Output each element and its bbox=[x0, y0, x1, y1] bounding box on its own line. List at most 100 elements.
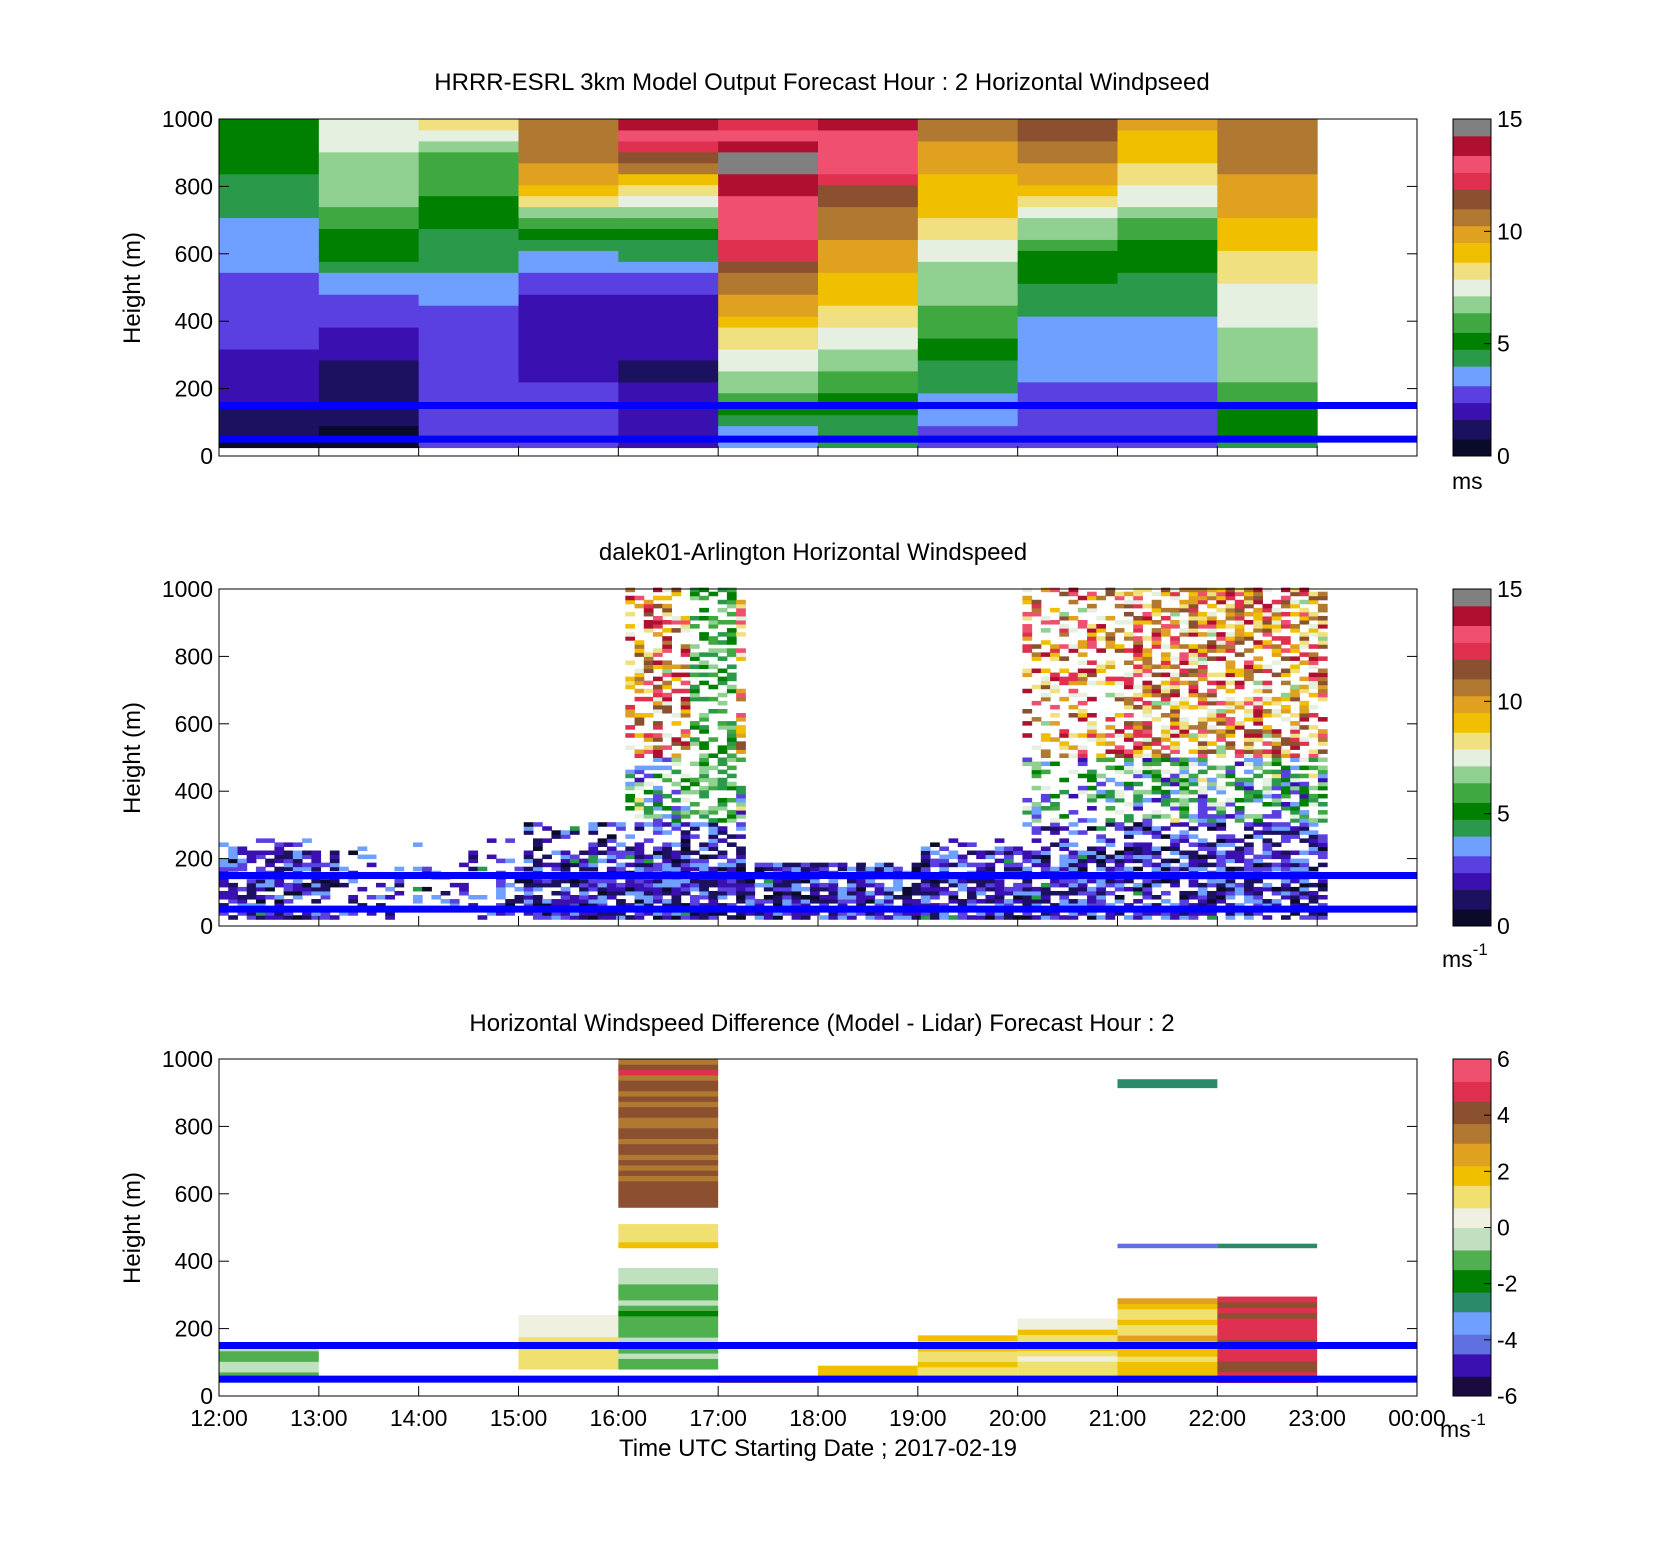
lidar-cell bbox=[1077, 700, 1088, 706]
lidar-cell bbox=[643, 806, 654, 811]
y-tick-label: 1000 bbox=[162, 1046, 213, 1072]
lidar-cell bbox=[680, 854, 691, 860]
colorbar-swatch bbox=[1453, 394, 1491, 398]
lidar-cell bbox=[1142, 668, 1153, 674]
lidar-cell bbox=[643, 862, 654, 868]
lidar-cell bbox=[967, 850, 977, 856]
colorbar-swatch bbox=[1453, 324, 1491, 328]
difference-cell bbox=[219, 1356, 319, 1362]
lidar-cell bbox=[1225, 797, 1236, 803]
lidar-cell bbox=[708, 737, 719, 742]
difference-cell bbox=[618, 1159, 719, 1166]
model-cell bbox=[518, 305, 619, 317]
lidar-cell bbox=[1160, 688, 1171, 694]
lidar-cell bbox=[653, 664, 663, 670]
lidar-cell bbox=[1197, 672, 1208, 678]
lidar-cell bbox=[1087, 733, 1097, 738]
lidar-cell bbox=[1216, 826, 1227, 831]
lidar-cell bbox=[1133, 672, 1143, 678]
lidar-cell bbox=[1133, 733, 1143, 738]
lidar-cell bbox=[394, 890, 405, 896]
lidar-cell bbox=[653, 826, 663, 831]
model-cell bbox=[219, 206, 320, 219]
lidar-cell bbox=[1216, 721, 1227, 726]
lidar-cell bbox=[616, 890, 626, 896]
lidar-cell bbox=[1262, 664, 1273, 670]
lidar-cell bbox=[1216, 672, 1227, 678]
difference-cell bbox=[618, 1337, 719, 1343]
lidar-cell bbox=[1262, 822, 1273, 827]
lidar-cell bbox=[1179, 599, 1190, 605]
lidar-cell bbox=[1170, 640, 1180, 645]
lidar-cell bbox=[1031, 838, 1042, 843]
lidar-cell bbox=[1197, 801, 1208, 807]
lidar-cell bbox=[726, 611, 737, 617]
lidar-cell bbox=[634, 777, 645, 783]
model-cell bbox=[917, 129, 1019, 142]
lidar-cell bbox=[662, 878, 672, 884]
lidar-cell bbox=[1244, 846, 1254, 852]
lidar-cell bbox=[514, 899, 525, 904]
lidar-cell bbox=[274, 899, 285, 904]
lidar-cell bbox=[1234, 854, 1245, 860]
lidar-cell bbox=[625, 624, 636, 629]
lidar-cell bbox=[689, 688, 700, 694]
lidar-cell bbox=[754, 866, 765, 872]
lidar-cell bbox=[699, 632, 709, 637]
lidar-cell bbox=[1096, 886, 1107, 892]
lidar-cell bbox=[708, 777, 719, 783]
lidar-cell bbox=[837, 915, 848, 920]
difference-cell bbox=[618, 1117, 719, 1124]
lidar-cell bbox=[1096, 668, 1107, 674]
lidar-cell bbox=[1197, 753, 1208, 758]
lidar-cell bbox=[1096, 834, 1107, 839]
lidar-cell bbox=[551, 834, 562, 839]
lidar-cell bbox=[1160, 684, 1171, 690]
lidar-cell bbox=[1317, 801, 1328, 807]
lidar-cell bbox=[1105, 882, 1116, 888]
lidar-cell bbox=[689, 882, 700, 888]
lidar-cell bbox=[634, 696, 645, 702]
lidar-cell bbox=[1317, 854, 1328, 860]
lidar-cell bbox=[1207, 603, 1217, 609]
lidar-cell bbox=[920, 850, 931, 856]
colorbar-swatch bbox=[1453, 138, 1491, 142]
model-cell bbox=[318, 119, 420, 131]
lidar-cell bbox=[662, 696, 672, 702]
colorbar-swatch bbox=[1453, 1140, 1491, 1144]
lidar-cell bbox=[1151, 688, 1162, 694]
lidar-cell bbox=[1244, 878, 1254, 884]
lidar-cell bbox=[1022, 882, 1033, 888]
lidar-cell bbox=[1142, 814, 1153, 819]
model-cell bbox=[1217, 184, 1318, 197]
lidar-cell bbox=[1123, 826, 1134, 831]
lidar-cell bbox=[1244, 611, 1254, 617]
model-cell bbox=[618, 217, 719, 230]
lidar-cell bbox=[828, 886, 839, 892]
model-cell bbox=[718, 162, 819, 175]
model-cell bbox=[1117, 294, 1218, 306]
lidar-cell bbox=[1280, 777, 1291, 783]
lidar-cell bbox=[1031, 684, 1042, 690]
lidar-cell bbox=[1133, 652, 1143, 657]
colorbar-swatch bbox=[1453, 368, 1491, 373]
lidar-cell bbox=[1317, 595, 1328, 601]
lidar-cell bbox=[1013, 862, 1023, 868]
lidar-cell bbox=[819, 915, 829, 920]
lidar-cell bbox=[1271, 708, 1282, 714]
colorbar-swatch bbox=[1453, 678, 1491, 683]
lidar-cell bbox=[1280, 781, 1291, 787]
lidar-cell bbox=[1068, 793, 1079, 799]
lidar-cell bbox=[1170, 676, 1180, 682]
lidar-cell bbox=[726, 640, 737, 645]
lidar-cell bbox=[1216, 648, 1227, 653]
model-cell bbox=[219, 173, 320, 186]
colorbar-swatch bbox=[1453, 1249, 1491, 1254]
lidar-cell bbox=[1096, 781, 1107, 787]
lidar-cell bbox=[994, 899, 1005, 904]
lidar-cell bbox=[911, 899, 922, 904]
lidar-cell bbox=[1290, 729, 1300, 734]
lidar-cell bbox=[1114, 789, 1125, 795]
lidar-cell bbox=[1151, 866, 1162, 872]
lidar-cell bbox=[375, 894, 386, 900]
